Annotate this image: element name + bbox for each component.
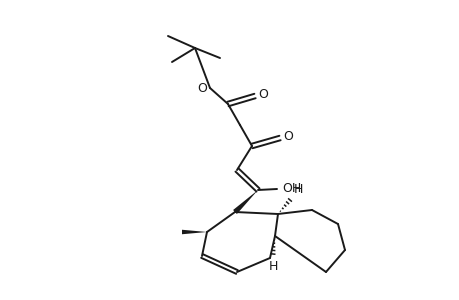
Polygon shape [233,190,257,214]
Text: O: O [257,88,267,100]
Text: O: O [282,130,292,142]
Text: H: H [293,183,303,196]
Text: OH: OH [281,182,301,196]
Text: H: H [268,260,277,273]
Text: O: O [197,82,207,94]
Polygon shape [182,230,207,234]
